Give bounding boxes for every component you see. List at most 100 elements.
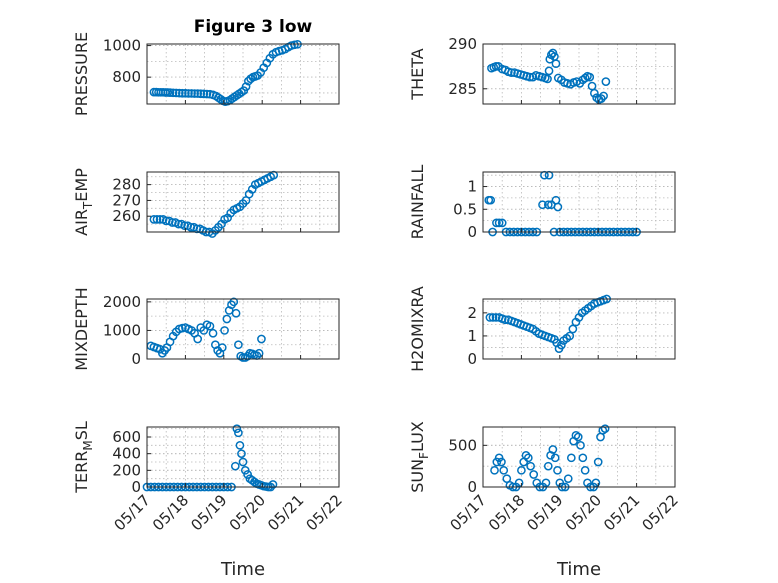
- panel-8-point: [492, 457, 502, 467]
- panel-5-point: [234, 340, 243, 350]
- panel-1-point: [199, 89, 209, 99]
- panel-8-axes-box: [482, 426, 676, 488]
- panel-8-xlabel: Time: [556, 559, 601, 580]
- panel-3-ytick-label: 270: [112, 191, 141, 209]
- figure-title: Figure 3 low: [194, 17, 313, 37]
- panel-4-point: [486, 195, 496, 205]
- panel-4-point: [553, 202, 563, 212]
- panel-1-point: [241, 82, 251, 91]
- panel-1-point: [196, 89, 206, 99]
- panel-8-ytick-label: 500: [448, 436, 477, 454]
- panel-8-ylabel: SUNFLUX: [408, 421, 431, 493]
- panel-5-point: [193, 334, 203, 344]
- panel-3-axes-box: [146, 171, 340, 233]
- panel-8-point: [517, 465, 526, 475]
- panel-6-point: [488, 313, 498, 322]
- panel-8-point: [548, 445, 558, 454]
- panel-7-xtick-label: 05/17: [111, 491, 154, 534]
- panel-1-point: [184, 89, 193, 98]
- panel-5-ytick-label: 2000: [103, 293, 141, 311]
- panel-8-point: [591, 478, 601, 488]
- panel-7-xtick-label: 05/22: [303, 491, 346, 534]
- panel-2-ytick-label: 285: [448, 80, 477, 98]
- panel-2-point: [551, 59, 561, 69]
- panel-3-ylabel: AIRTEMP: [72, 168, 95, 236]
- panel-8-xtick-label: 05/22: [639, 491, 682, 534]
- panel-1-point: [190, 89, 199, 98]
- panel-8-point: [543, 461, 553, 471]
- panel-8-point: [521, 450, 531, 460]
- panel-6-ytick-label: 2: [467, 304, 477, 322]
- panel-7-axes-box: [146, 426, 340, 488]
- panel-5-point: [229, 297, 239, 307]
- panel-8-xtick-label: 05/19: [523, 491, 566, 534]
- panel-6-point: [485, 313, 495, 322]
- panel-6-point: [491, 313, 501, 322]
- panel-7-ytick-label: 0: [131, 478, 141, 496]
- panel-2-point: [585, 72, 595, 82]
- panel-6-ytick-label: 0: [467, 350, 477, 368]
- panel-8-ylabel-sub: F: [417, 452, 431, 459]
- panel-4-ytick-label: 0.5: [453, 200, 477, 218]
- panel-7-ylabel: TERRMSL: [72, 421, 95, 494]
- panel-3-ytick-label: 280: [112, 176, 141, 194]
- panel-8-xtick-label: 05/21: [600, 491, 643, 534]
- panel-5-ylabel: MIXDEPTH: [72, 287, 91, 370]
- panel-7-point: [243, 470, 252, 479]
- panel-6-point: [556, 340, 566, 350]
- panel-7-point: [268, 480, 278, 489]
- panel-8-xtick-label: 05/20: [562, 491, 605, 534]
- panel-5-ytick-label: 0: [131, 350, 141, 368]
- panel-1-ytick-label: 1000: [103, 37, 141, 55]
- panel-7-point: [240, 465, 250, 475]
- panel-7-ytick-label: 600: [112, 428, 141, 446]
- panel-2-point: [507, 68, 516, 78]
- panel-7-ylabel-rest: SL: [72, 421, 91, 440]
- panel-7-ytick-label: 400: [112, 445, 141, 463]
- panel-4-point: [543, 200, 553, 210]
- panel-7-ylabel-sub: M: [81, 440, 95, 450]
- panel-1-ytick-label: 800: [112, 68, 141, 86]
- panel-7-point: [230, 461, 240, 471]
- panel-3-ylabel-rest: EMP: [72, 168, 91, 202]
- panel-8-point: [523, 453, 533, 463]
- panel-1-point: [171, 88, 181, 98]
- panel-8-xtick-label: 05/17: [447, 491, 490, 534]
- panel-5-axes-box: [146, 298, 340, 360]
- panel-6-ylabel: H2OMIXRA: [408, 286, 427, 372]
- panel-3-point: [152, 215, 162, 224]
- panel-8-point: [563, 474, 573, 484]
- panel-1-point: [177, 88, 187, 98]
- panel-7-ylabel-main: TERR: [72, 451, 91, 494]
- panel-6-axes-box: [482, 298, 676, 360]
- panel-4-point: [538, 200, 547, 210]
- panel-2-axes-box: [482, 43, 676, 105]
- panel-7-xtick-label: 05/20: [226, 491, 269, 534]
- panel-2-ytick-label: 290: [448, 35, 477, 53]
- panel-2-point: [599, 91, 608, 101]
- panel-8-point: [573, 432, 583, 442]
- panel-4-point: [494, 218, 504, 228]
- panel-8-point: [576, 440, 585, 450]
- panel-8-point: [494, 453, 504, 463]
- panel-3-ylabel-sub: T: [81, 201, 95, 210]
- panel-8-point: [499, 465, 509, 475]
- panel-6-background: [483, 299, 675, 359]
- panel-7-xtick-label: 05/18: [149, 491, 192, 534]
- panel-4-ylabel: RAINFALL: [408, 165, 427, 240]
- panel-6-point: [565, 331, 575, 341]
- panel-8-point: [566, 453, 576, 463]
- panel-8-point: [553, 465, 562, 475]
- panel-3-point: [149, 215, 159, 224]
- panel-7-ytick-label: 200: [112, 461, 141, 479]
- panel-7-point: [234, 428, 243, 438]
- panel-8-point: [593, 457, 603, 467]
- panel-1-point: [174, 88, 184, 98]
- panel-2-ylabel: THETA: [408, 48, 427, 100]
- panel-4-ytick-label: 1: [467, 178, 477, 196]
- panel-8-point: [600, 424, 610, 434]
- panel-1-axes-box: [146, 43, 340, 105]
- panel-8-point: [526, 461, 535, 471]
- panel-5-point: [222, 314, 232, 324]
- panel-2-point: [590, 88, 599, 98]
